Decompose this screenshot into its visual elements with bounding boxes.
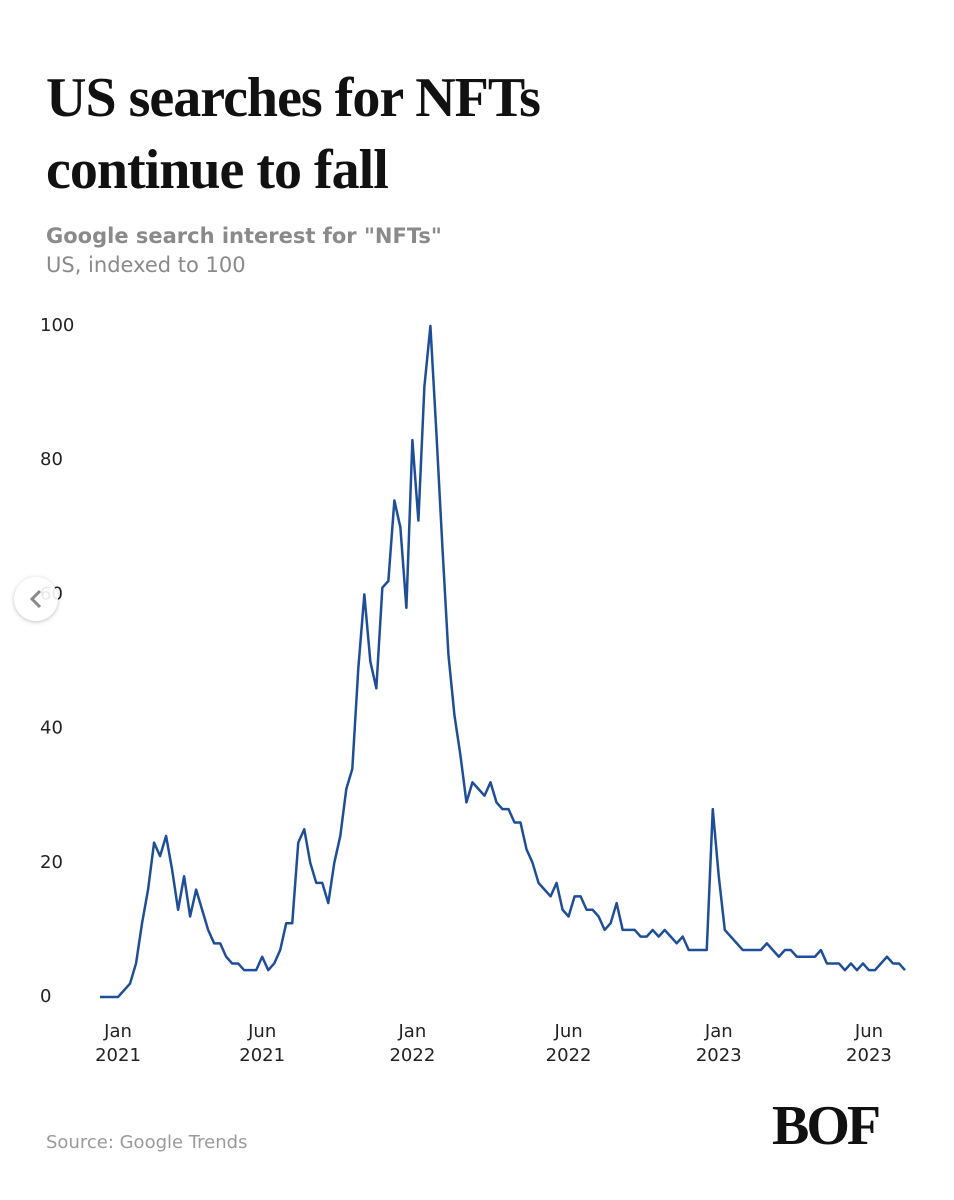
x-tick-label: Jan 2021 <box>95 1021 141 1066</box>
chevron-icon <box>29 589 42 609</box>
x-tick-label: Jun 2023 <box>846 1021 892 1066</box>
line <box>100 324 906 999</box>
x-tick-label: Jan 2023 <box>695 1021 742 1066</box>
x-tick-label: Jun 2021 <box>239 1021 286 1066</box>
carousel-prev-button[interactable] <box>14 577 58 621</box>
note: US, indexed to 100 <box>46 253 246 277</box>
x-tick-label: Jun 2022 <box>545 1021 592 1066</box>
source: Source: Google Trends <box>46 1132 248 1153</box>
y-tick-label: 80 <box>40 449 63 470</box>
x-tick-label: Jan 2022 <box>389 1021 436 1066</box>
y-tick-label: 0 <box>40 986 51 1007</box>
logo: BOF <box>772 1095 881 1157</box>
y-tick-label: 100 <box>40 315 74 336</box>
subtitle: Google search interest for "NFTs" <box>46 224 442 248</box>
title: US searches for NFTs continue to fall <box>46 67 541 201</box>
y-tick-label: 20 <box>40 852 63 873</box>
y-tick-label: 40 <box>40 718 63 739</box>
